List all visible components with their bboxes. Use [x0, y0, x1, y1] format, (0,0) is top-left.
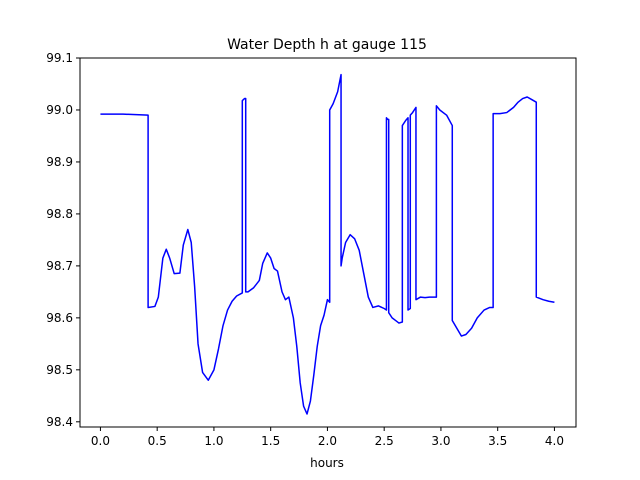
x-tick-label: 1.0 [204, 434, 223, 448]
plot-frame [79, 57, 577, 428]
y-tick-label: 98.9 [46, 155, 73, 169]
y-tick-label: 98.8 [46, 207, 73, 221]
y-tick-label: 99.1 [46, 51, 73, 65]
y-tick-label: 98.7 [46, 259, 73, 273]
x-tick-label: 4.0 [545, 434, 564, 448]
x-tick-label: 0.0 [91, 434, 110, 448]
x-tick-label: 2.5 [375, 434, 394, 448]
x-tick-label: 1.5 [261, 434, 280, 448]
y-tick-label: 98.4 [46, 415, 73, 429]
x-tick-label: 0.5 [148, 434, 167, 448]
x-axis-label: hours [310, 456, 344, 470]
x-tick-label: 3.0 [431, 434, 450, 448]
series-line-0 [100, 73, 555, 415]
x-tick-label: 3.5 [488, 434, 507, 448]
x-tick-label: 2.0 [318, 434, 337, 448]
chart-title: Water Depth h at gauge 115 [227, 37, 427, 53]
y-tick-label: 98.5 [46, 363, 73, 377]
plot-area: 0.0 0.5 1.0 1.5 2.0 2.5 3.0 3.5 4.0 98.4 98.5 98.6 9… [46, 51, 577, 448]
y-tick-label: 99.0 [46, 103, 73, 117]
y-tick-label: 98.6 [46, 311, 73, 325]
